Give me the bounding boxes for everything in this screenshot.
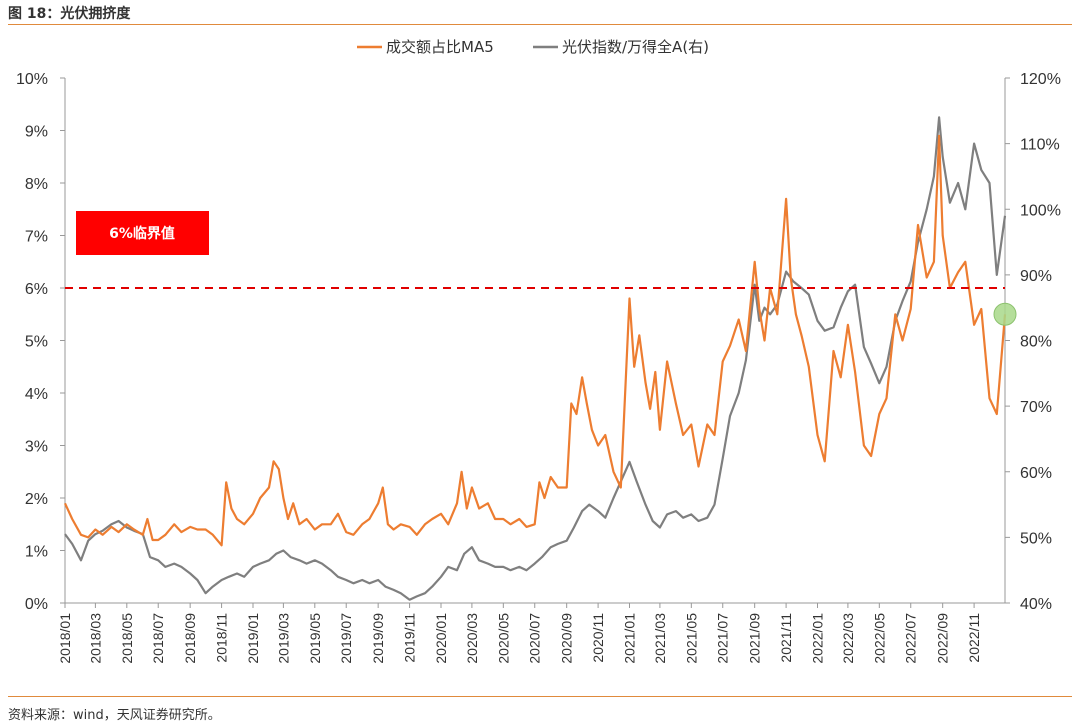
right-axis-ticks: 40% 50% 60% 70% 80% 90% 100% 110% 120%: [1005, 71, 1061, 613]
x-tick-label: 2019/01: [245, 613, 261, 664]
x-tick-label: 2022/03: [840, 613, 856, 664]
x-tick-label: 2019/09: [370, 613, 386, 664]
x-tick-label: 2021/05: [683, 613, 699, 664]
x-tick-label: 2019/11: [402, 613, 418, 663]
x-tick-label: 2019/05: [307, 613, 323, 664]
left-tick-label: 8%: [25, 176, 48, 193]
x-tick-label: 2018/11: [214, 613, 230, 663]
left-tick-label: 2%: [25, 491, 48, 508]
x-tick-label: 2018/05: [119, 613, 135, 664]
series-line-1: [64, 134, 1007, 547]
x-tick-label: 2022/05: [871, 613, 887, 664]
right-tick-label: 80%: [1020, 334, 1052, 351]
x-tick-label: 2021/09: [747, 613, 763, 664]
x-tick-label: 2020/03: [464, 613, 480, 664]
x-tick-label: 2020/07: [527, 613, 543, 664]
left-tick-label: 4%: [25, 386, 48, 403]
end-marker: [993, 302, 1017, 326]
left-tick-label: 10%: [16, 71, 48, 88]
x-tick-label: 2018/03: [87, 613, 103, 664]
series-layer: [64, 116, 1007, 601]
x-tick-label: 2022/09: [935, 613, 951, 664]
right-tick-label: 70%: [1020, 399, 1052, 416]
x-tick-label: 2020/11: [590, 613, 606, 663]
right-tick-label: 120%: [1020, 71, 1061, 88]
left-tick-label: 3%: [25, 439, 48, 456]
right-tick-label: 60%: [1020, 465, 1052, 482]
x-tick-label: 2018/09: [182, 613, 198, 664]
x-axis-ticks: 2018/01 2018/03 2018/05 2018/07 2018/09 2018/…: [57, 603, 982, 664]
x-tick-label: 2022/07: [903, 613, 919, 664]
x-tick-label: 2018/01: [57, 613, 73, 664]
x-tick-label: 2020/09: [559, 613, 575, 664]
top-rule: [8, 24, 1072, 25]
legend-label-series-2: 光伏指数/万得全A(右): [562, 38, 709, 56]
x-tick-label: 2020/01: [433, 613, 449, 664]
x-tick-label: 2019/03: [275, 613, 291, 664]
legend: 成交额占比MA5 光伏指数/万得全A(右): [357, 38, 709, 56]
x-tick-label: 2022/11: [966, 613, 982, 663]
x-tick-label: 2019/07: [338, 613, 354, 664]
right-tick-label: 90%: [1020, 268, 1052, 285]
left-tick-label: 1%: [25, 544, 48, 561]
right-tick-label: 40%: [1020, 596, 1052, 613]
x-tick-label: 2020/05: [495, 613, 511, 664]
right-tick-label: 50%: [1020, 530, 1052, 547]
x-tick-label: 2022/01: [810, 613, 826, 664]
series-line-2: [64, 116, 1007, 601]
x-tick-label: 2021/03: [652, 613, 668, 664]
left-tick-label: 9%: [25, 124, 48, 141]
chart: 成交额占比MA5 光伏指数/万得全A(右) 0% 1% 2% 3% 4% 5% 6% 7% 8%…: [16, 38, 1061, 664]
left-tick-label: 6%: [25, 281, 48, 298]
threshold-annotation-box: [76, 211, 209, 255]
threshold-annotation-label: 6%临界值: [109, 225, 175, 242]
left-tick-label: 7%: [25, 229, 48, 246]
x-tick-label: 2021/07: [715, 613, 731, 664]
right-tick-label: 100%: [1020, 202, 1061, 219]
x-tick-label: 2021/11: [778, 613, 794, 663]
source-note: 资料来源：wind，天风证券研究所。: [8, 708, 221, 723]
legend-label-series-1: 成交额占比MA5: [386, 38, 494, 56]
x-tick-label: 2021/01: [622, 613, 638, 664]
bottom-rule: [8, 696, 1072, 697]
right-tick-label: 110%: [1020, 137, 1060, 154]
left-axis-ticks: 0% 1% 2% 3% 4% 5% 6% 7% 8% 9% 10%: [16, 71, 65, 613]
x-tick-label: 2018/07: [150, 613, 166, 664]
left-tick-label: 0%: [25, 596, 48, 613]
left-tick-label: 5%: [25, 334, 48, 351]
figure-title: 图 18：光伏拥挤度: [8, 6, 131, 22]
